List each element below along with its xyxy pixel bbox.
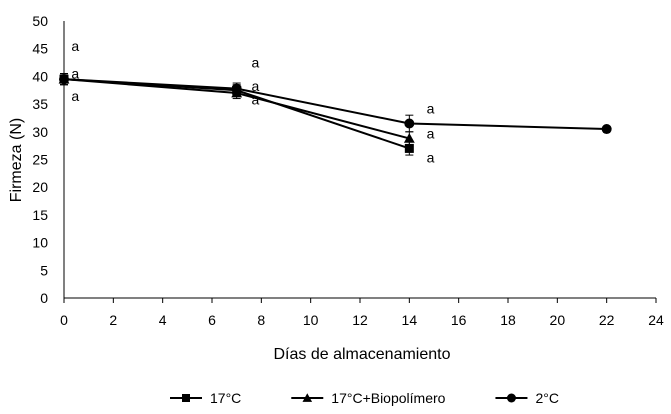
data-point	[403, 133, 415, 143]
x-tick-label: 4	[159, 312, 167, 328]
legend-item: 17°C+Biopolímero	[291, 390, 446, 406]
x-tick-label: 16	[451, 312, 467, 328]
x-tick-label: 6	[208, 312, 216, 328]
data-point	[231, 83, 242, 94]
y-axis-label: Firmeza (N)	[8, 118, 25, 202]
y-tick-label: 35	[32, 96, 48, 112]
legend: 17°C 17°C+Biopolímero 2°C	[170, 390, 559, 406]
annotation-label: a	[251, 55, 259, 71]
x-axis-label: Días de almacenamiento	[274, 346, 451, 363]
x-tick-label: 18	[500, 312, 516, 328]
x-tick-label: 10	[303, 312, 319, 328]
y-tick-label: 5	[40, 262, 48, 278]
y-tick-label: 50	[32, 13, 48, 29]
y-tick-label: 20	[32, 179, 48, 195]
data-point	[59, 74, 69, 85]
annotation-label: a	[71, 88, 79, 104]
legend-marker	[302, 393, 313, 402]
annotation-label: a	[427, 101, 435, 117]
x-tick-label: 24	[648, 312, 664, 328]
x-tick-labels: 0 2 4 6 8 10 12 14 16 18 20 22 24	[60, 298, 664, 328]
legend-label: 17°C+Biopolímero	[331, 390, 445, 406]
y-tick-label: 15	[32, 207, 48, 223]
legend-marker	[506, 393, 516, 403]
annotation-label: a	[71, 66, 79, 82]
annotation-label: a	[427, 125, 435, 141]
x-tick-label: 0	[60, 312, 68, 328]
legend-label: 17°C	[210, 390, 241, 406]
legend-marker	[182, 394, 190, 402]
annotation-label: a	[251, 78, 259, 94]
x-tick-label: 12	[352, 312, 368, 328]
annotation-label: a	[427, 149, 435, 165]
x-tick-label: 8	[257, 312, 265, 328]
x-tick-label: 2	[109, 312, 117, 328]
legend-label: 2°C	[535, 390, 559, 406]
y-tick-label: 45	[32, 41, 48, 57]
data-point	[404, 143, 414, 153]
x-tick-label: 22	[599, 312, 615, 328]
data-point	[601, 124, 612, 135]
annotation-label: a	[71, 38, 79, 54]
legend-item: 17°C	[170, 390, 241, 406]
data-point	[404, 118, 415, 129]
x-tick-label: 14	[402, 312, 418, 328]
series-lines	[63, 78, 607, 150]
y-tick-label: 40	[32, 68, 48, 84]
legend-item: 2°C	[495, 390, 559, 406]
series-line-2	[63, 78, 607, 131]
y-tick-label: 25	[32, 152, 48, 168]
y-tick-label: 0	[40, 290, 48, 306]
x-tick-label: 20	[550, 312, 566, 328]
y-tick-label: 10	[32, 235, 48, 251]
chart-axes	[63, 21, 656, 299]
y-tick-labels: 0 5 10 15 20 25 30 35 40 45 50	[32, 13, 48, 306]
series-markers	[58, 73, 612, 153]
annotation-label: a	[251, 92, 259, 108]
y-tick-label: 30	[32, 124, 48, 140]
